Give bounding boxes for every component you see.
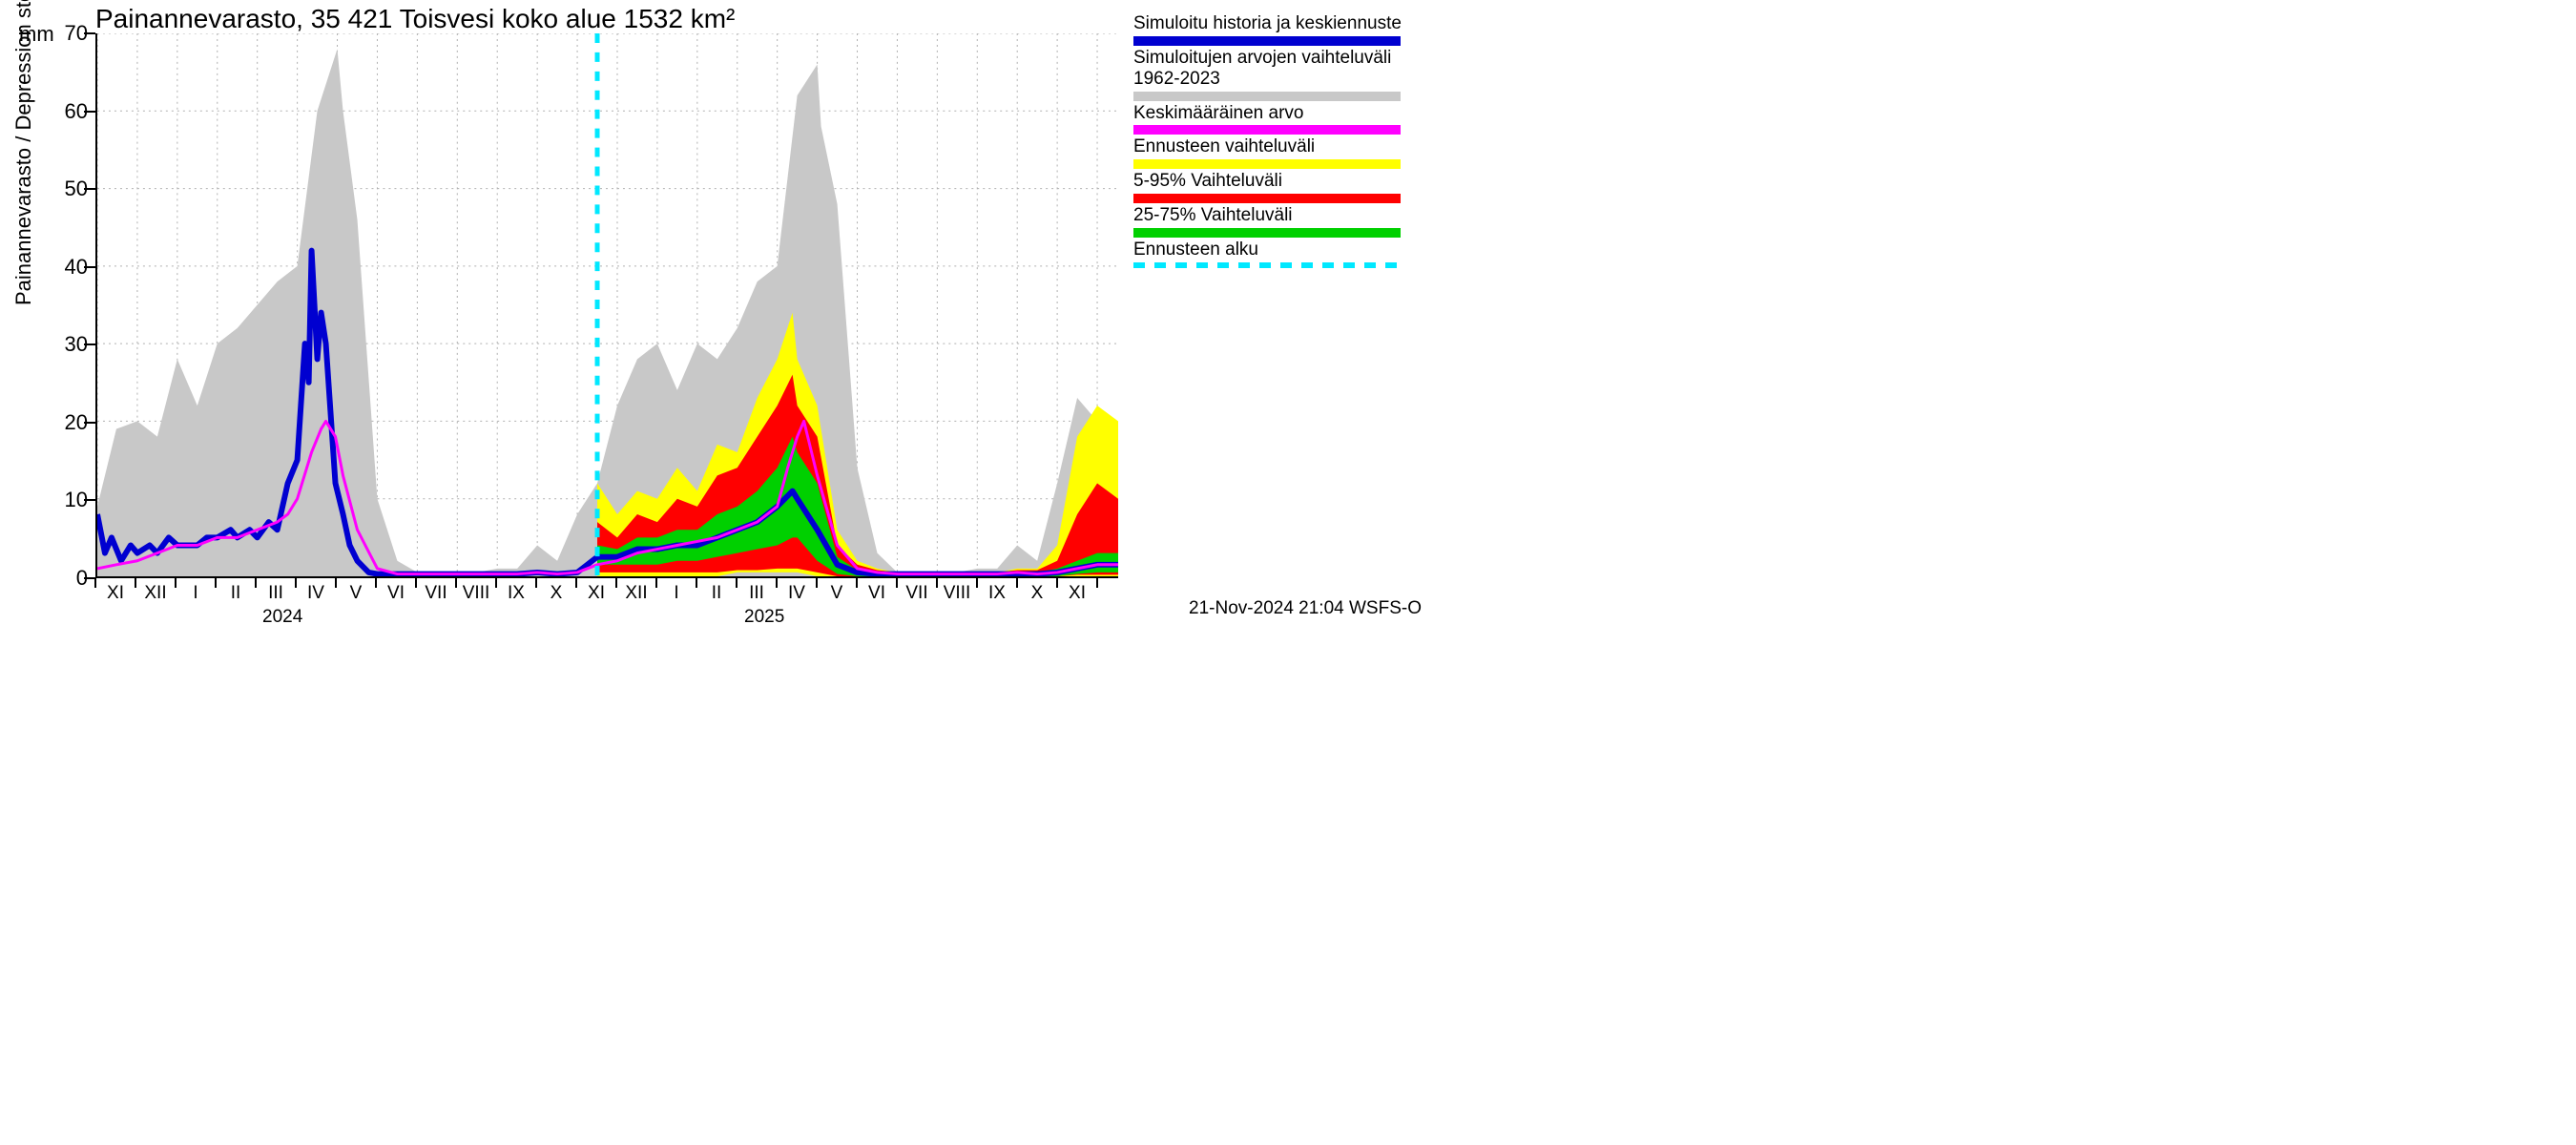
x-tick-label: I	[674, 583, 678, 604]
x-tick-label: VIII	[944, 583, 971, 604]
x-tick-label: IV	[307, 583, 324, 604]
legend-text: Ennusteen alku	[1133, 239, 1420, 260]
x-tick-label: I	[193, 583, 197, 604]
legend-swatch	[1133, 262, 1401, 268]
x-tick-mark	[816, 578, 818, 588]
x-tick-mark	[776, 578, 778, 588]
legend-swatch	[1133, 228, 1401, 238]
legend-text: 25-75% Vaihteluväli	[1133, 205, 1420, 226]
x-tick-label: II	[712, 583, 722, 604]
legend-text: Simuloitu historia ja keskiennuste	[1133, 13, 1420, 34]
x-tick-mark	[94, 578, 96, 588]
x-tick-mark	[535, 578, 537, 588]
legend-item: Ennusteen alku	[1133, 239, 1420, 268]
x-tick-label: VI	[387, 583, 405, 604]
x-tick-mark	[615, 578, 617, 588]
x-tick-label: X	[551, 583, 563, 604]
legend-swatch	[1133, 125, 1401, 135]
legend-item: 25-75% Vaihteluväli	[1133, 205, 1420, 238]
y-tick-mark	[84, 32, 95, 34]
x-tick-mark	[255, 578, 257, 588]
legend-text: Keskimääräinen arvo	[1133, 103, 1420, 124]
x-tick-mark	[896, 578, 898, 588]
legend-text: 5-95% Vaihteluväli	[1133, 171, 1420, 192]
year-label: 2024	[262, 607, 302, 628]
legend-swatch	[1133, 159, 1401, 169]
plot-area	[95, 33, 1118, 578]
x-tick-mark	[1096, 578, 1098, 588]
legend-text: Simuloitujen arvojen vaihteluväli 1962-2…	[1133, 48, 1420, 90]
x-tick-mark	[655, 578, 657, 588]
y-tick-mark	[84, 111, 95, 113]
x-tick-mark	[1016, 578, 1018, 588]
x-tick-mark	[135, 578, 136, 588]
x-tick-label: II	[231, 583, 241, 604]
x-tick-mark	[1056, 578, 1058, 588]
x-tick-label: XI	[588, 583, 605, 604]
x-tick-label: V	[350, 583, 363, 604]
x-tick-mark	[335, 578, 337, 588]
plot-svg	[97, 33, 1118, 576]
x-tick-mark	[215, 578, 217, 588]
x-tick-label: III	[749, 583, 764, 604]
y-tick-mark	[84, 266, 95, 268]
x-tick-mark	[415, 578, 417, 588]
legend-swatch	[1133, 194, 1401, 203]
x-tick-label: X	[1031, 583, 1044, 604]
legend-item: Simuloitujen arvojen vaihteluväli 1962-2…	[1133, 48, 1420, 101]
legend-swatch	[1133, 92, 1401, 101]
x-tick-label: VIII	[463, 583, 490, 604]
timestamp: 21-Nov-2024 21:04 WSFS-O	[1189, 598, 1422, 619]
x-tick-mark	[295, 578, 297, 588]
x-tick-mark	[175, 578, 177, 588]
chart-container: Painannevarasto, 35 421 Toisvesi koko al…	[0, 0, 1431, 636]
gray-range-area	[97, 49, 1118, 576]
x-tick-label: VI	[868, 583, 885, 604]
legend-item: Ennusteen vaihteluväli	[1133, 136, 1420, 169]
x-tick-label: III	[268, 583, 283, 604]
legend-item: Simuloitu historia ja keskiennuste	[1133, 13, 1420, 46]
x-tick-mark	[696, 578, 697, 588]
x-tick-label: IV	[788, 583, 805, 604]
x-tick-label: IX	[508, 583, 525, 604]
legend-item: 5-95% Vaihteluväli	[1133, 171, 1420, 203]
x-tick-mark	[976, 578, 978, 588]
legend-swatch	[1133, 36, 1401, 46]
legend: Simuloitu historia ja keskiennuste Simulo…	[1133, 13, 1420, 270]
x-tick-label: XI	[1069, 583, 1086, 604]
y-tick-mark	[84, 188, 95, 190]
x-tick-label: IX	[988, 583, 1006, 604]
y-axis-label: Painannevarasto / Depression storage	[11, 0, 36, 305]
x-tick-mark	[936, 578, 938, 588]
x-tick-mark	[455, 578, 457, 588]
y-tick-mark	[84, 499, 95, 501]
x-tick-label: VII	[425, 583, 447, 604]
year-label: 2025	[744, 607, 784, 628]
legend-item: Keskimääräinen arvo	[1133, 103, 1420, 135]
chart-title: Painannevarasto, 35 421 Toisvesi koko al…	[95, 4, 735, 34]
x-tick-label: XII	[144, 583, 166, 604]
x-tick-label: V	[831, 583, 843, 604]
y-tick-mark	[84, 344, 95, 345]
x-tick-label: XII	[625, 583, 647, 604]
x-tick-mark	[736, 578, 737, 588]
x-tick-mark	[495, 578, 497, 588]
x-tick-label: VII	[905, 583, 927, 604]
x-tick-mark	[375, 578, 377, 588]
x-tick-label: XI	[107, 583, 124, 604]
legend-text: Ennusteen vaihteluväli	[1133, 136, 1420, 157]
y-tick-mark	[84, 422, 95, 424]
x-tick-mark	[856, 578, 858, 588]
x-tick-mark	[575, 578, 577, 588]
